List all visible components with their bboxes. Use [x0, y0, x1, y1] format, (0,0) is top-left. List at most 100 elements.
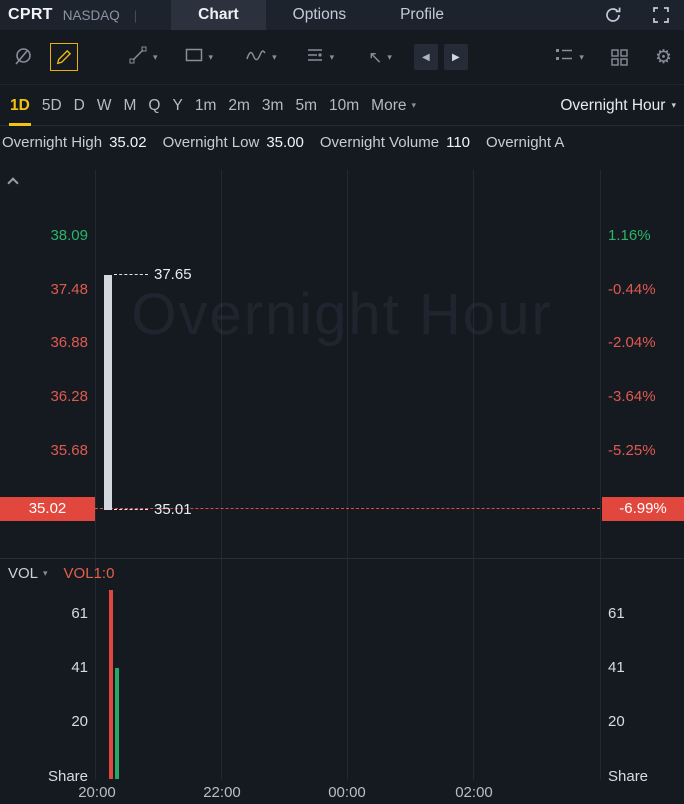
volume-tick: 41 [71, 659, 88, 676]
arrow-annotation-tool[interactable]: ↖ ▾ [368, 49, 392, 66]
percent-tick: -3.64% [608, 388, 656, 405]
refresh-icon[interactable] [604, 6, 622, 24]
caret-down-icon: ▾ [272, 51, 277, 62]
gridline-vertical [473, 170, 474, 780]
session-label: Overnight Hour [560, 96, 666, 114]
caret-down-icon: ▾ [329, 51, 335, 62]
timeframe-1d[interactable]: 1D [9, 96, 31, 126]
percent-tick: -2.04% [608, 334, 656, 351]
collapse-chevron-icon[interactable] [7, 177, 19, 189]
candle-low-line [114, 508, 148, 510]
price-tick: 36.88 [50, 334, 88, 351]
gridline-vertical [347, 170, 348, 780]
price-tick: 35.68 [50, 442, 88, 459]
divider-pipe: | [133, 7, 138, 23]
volume-unit-label: Share [47, 768, 88, 785]
timeframe-d[interactable]: D [73, 96, 85, 114]
overnight-high-value: 35.02 [109, 133, 147, 151]
time-tick: 22:00 [203, 784, 241, 801]
last-price-line [95, 508, 600, 509]
gridline-vertical [95, 170, 96, 780]
time-tick: 20:00 [78, 784, 116, 801]
percent-tick: -5.25% [608, 442, 656, 459]
gear-icon[interactable]: ⚙ [654, 46, 672, 68]
circle-slash-icon[interactable] [12, 46, 34, 68]
timeframe-5d[interactable]: 5D [41, 96, 62, 114]
indicator-lines-tool[interactable]: ▾ [305, 45, 335, 70]
volume-bar [109, 590, 113, 779]
timeframe-m[interactable]: M [123, 96, 137, 114]
rectangle-icon [184, 45, 204, 70]
volume-tick: 61 [71, 605, 88, 622]
tab-options[interactable]: Options [292, 6, 347, 23]
gridline-vertical [600, 170, 601, 780]
price-tick: 38.09 [50, 227, 88, 244]
pencil-tool-icon[interactable] [50, 43, 78, 71]
caret-down-icon[interactable]: ▾ [43, 568, 48, 578]
symbol-ticker[interactable]: CPRT [8, 6, 53, 23]
vol-indicator-label[interactable]: VOL [8, 565, 39, 582]
object-list-icon [554, 45, 574, 70]
volume-bar [115, 668, 119, 779]
arrow-up-left-icon: ↖ [368, 47, 383, 67]
overnight-high-label: Overnight High [2, 133, 103, 151]
overnight-volume-label: Overnight Volume [319, 133, 440, 151]
wave-icon [245, 45, 267, 70]
session-watermark: Overnight Hour [131, 282, 553, 347]
timeframe-1m[interactable]: 1m [194, 96, 217, 114]
percent-tick: -0.44% [608, 281, 656, 298]
timeframe-q[interactable]: Q [148, 96, 161, 114]
volume-tick: 20 [71, 713, 88, 730]
volume-header: VOL ▾ VOL1:0 [8, 565, 114, 582]
timeframe-more-dropdown[interactable]: More ▾ [371, 97, 416, 115]
percent-tick: 1.16% [608, 227, 651, 244]
time-tick: 02:00 [455, 784, 493, 801]
overnight-info-bar: Overnight High 35.02 Overnight Low 35.00… [0, 127, 684, 157]
exchange-label: NASDAQ [62, 7, 120, 23]
volume-tick: 20 [608, 713, 625, 730]
object-list-button[interactable]: ▾ [554, 45, 584, 70]
tab-chart[interactable]: Chart [171, 0, 266, 30]
vol-series-value: VOL1:0 [63, 565, 115, 582]
trendline-tool[interactable]: ▾ [128, 45, 158, 70]
timeframe-5m[interactable]: 5m [295, 96, 318, 114]
caret-down-icon: ▾ [387, 51, 392, 62]
prev-button[interactable]: ◀ [413, 44, 438, 70]
tab-profile[interactable]: Profile [400, 6, 445, 23]
drawing-toolbar: ▾ ▾ ▾ ▾ ↖ ▾ ◀ ▶ [0, 30, 684, 85]
caret-down-icon: ▾ [208, 51, 214, 62]
timeframe-3m[interactable]: 3m [261, 96, 284, 114]
timeframe-10m[interactable]: 10m [329, 96, 360, 114]
next-button[interactable]: ▶ [443, 44, 468, 70]
volume-tick: 61 [608, 605, 625, 622]
indicator-lines-icon [305, 45, 325, 70]
timeframe-w[interactable]: W [96, 96, 112, 114]
top-bar: CPRT NASDAQ | Chart Options Profile [0, 0, 684, 30]
overnight-low-label: Overnight Low [162, 133, 260, 151]
arrow-right-icon: ▶ [452, 51, 460, 63]
fullscreen-icon[interactable] [652, 6, 670, 24]
caret-down-icon: ▾ [671, 100, 676, 110]
panel-divider[interactable] [0, 558, 684, 559]
volume-tick: 41 [608, 659, 625, 676]
arrow-left-icon: ◀ [422, 51, 430, 63]
price-tick: 37.48 [50, 281, 88, 298]
session-selector[interactable]: Overnight Hour ▾ [560, 97, 676, 115]
last-price-badge: 35.02 [0, 497, 95, 521]
grid-layout-icon[interactable] [610, 48, 629, 67]
candle-high-line [114, 274, 148, 276]
timeframe-2m[interactable]: 2m [228, 96, 250, 114]
rectangle-tool[interactable]: ▾ [184, 45, 214, 70]
more-label: More [371, 96, 407, 114]
candle [104, 275, 112, 510]
timeframe-y[interactable]: Y [172, 96, 183, 114]
gridline-vertical [221, 170, 222, 780]
candle-high-label: 37.65 [154, 266, 192, 284]
overnight-low-value: 35.00 [266, 133, 304, 151]
time-tick: 00:00 [328, 784, 366, 801]
overnight-volume-value: 110 [446, 133, 471, 151]
trendline-icon [128, 45, 148, 70]
wave-pattern-tool[interactable]: ▾ [245, 45, 277, 70]
caret-down-icon: ▾ [153, 51, 158, 62]
